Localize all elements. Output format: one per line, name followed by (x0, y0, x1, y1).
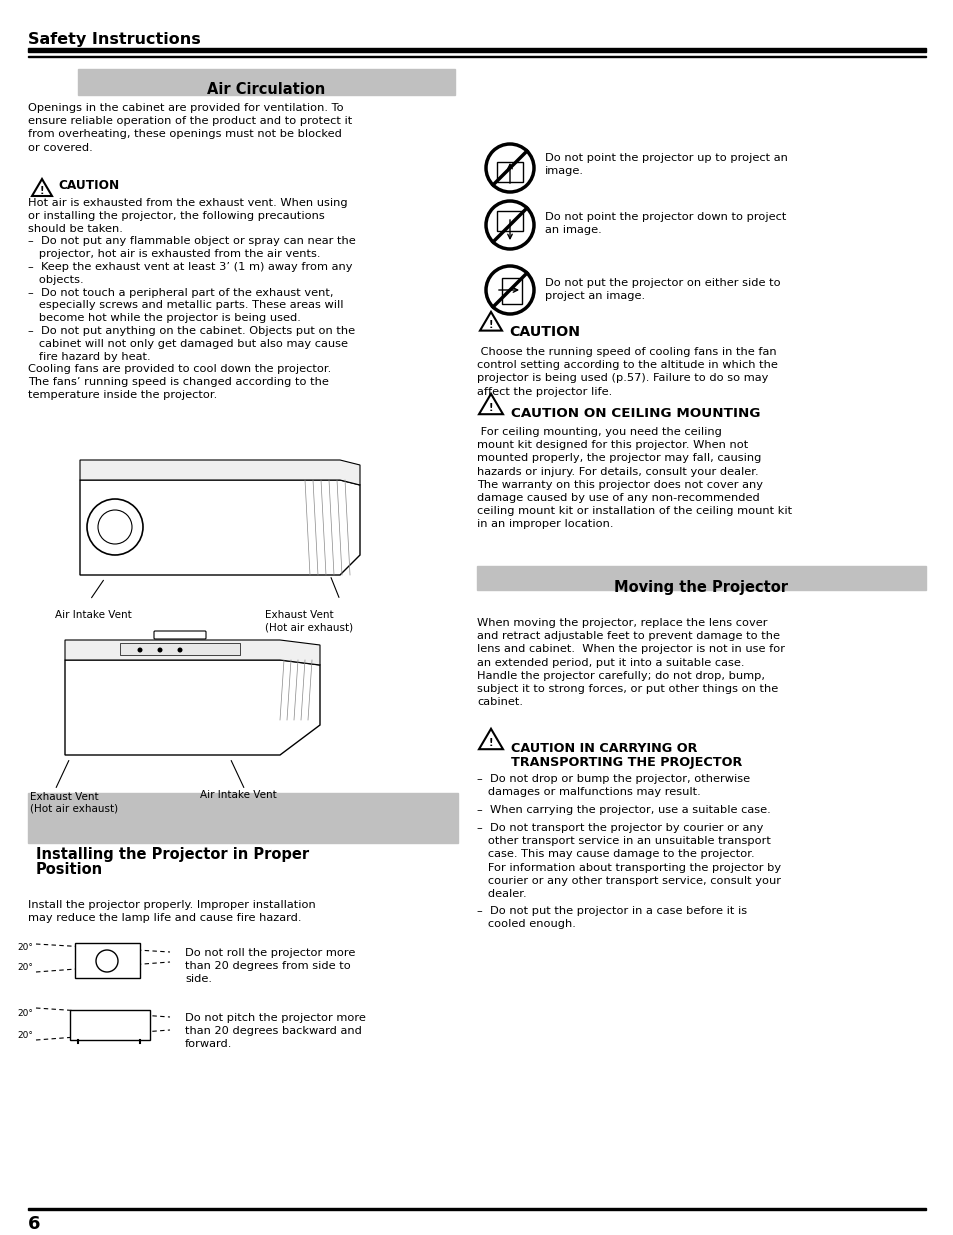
Text: Choose the running speed of cooling fans in the fan
control setting according to: Choose the running speed of cooling fans… (476, 347, 777, 396)
Text: Do not put the projector on either side to
project an image.: Do not put the projector on either side … (544, 278, 780, 301)
Bar (120, 643, 240, 655)
Text: For ceiling mounting, you need the ceiling
mount kit designed for this projector: For ceiling mounting, you need the ceili… (476, 427, 791, 530)
Text: –  When carrying the projector, use a suitable case.: – When carrying the projector, use a sui… (476, 805, 770, 815)
Text: CAUTION IN CARRYING OR: CAUTION IN CARRYING OR (511, 742, 697, 755)
Text: Do not point the projector up to project an
image.: Do not point the projector up to project… (544, 153, 787, 177)
Text: CAUTION: CAUTION (509, 325, 579, 338)
Text: When moving the projector, replace the lens cover
and retract adjustable feet to: When moving the projector, replace the l… (476, 618, 784, 708)
Text: 20°: 20° (17, 1030, 33, 1040)
FancyBboxPatch shape (153, 631, 206, 638)
Text: !: ! (488, 403, 493, 412)
Text: 20°: 20° (17, 944, 33, 952)
Text: (Hot air exhaust): (Hot air exhaust) (265, 622, 353, 632)
Text: –  Do not put the projector in a case before it is
   cooled enough.: – Do not put the projector in a case bef… (476, 906, 746, 929)
Text: Do not pitch the projector more
than 20 degrees backward and
forward.: Do not pitch the projector more than 20 … (185, 1013, 366, 1050)
Text: Exhaust Vent: Exhaust Vent (265, 610, 334, 620)
Text: Position: Position (36, 862, 103, 877)
Circle shape (98, 510, 132, 543)
Text: Exhaust Vent
(Hot air exhaust): Exhaust Vent (Hot air exhaust) (30, 792, 118, 814)
Text: 20°: 20° (17, 963, 33, 972)
Text: –  Do not drop or bump the projector, otherwise
   damages or malfunctions may r: – Do not drop or bump the projector, oth… (476, 774, 749, 798)
Text: !: ! (488, 737, 493, 747)
Circle shape (157, 647, 162, 652)
Text: TRANSPORTING THE PROJECTOR: TRANSPORTING THE PROJECTOR (511, 756, 741, 769)
Polygon shape (65, 659, 319, 755)
Polygon shape (80, 480, 359, 576)
Text: Moving the Projector: Moving the Projector (614, 580, 788, 595)
Text: Do not point the projector down to project
an image.: Do not point the projector down to proje… (544, 212, 785, 235)
Bar (501, 278, 521, 304)
Text: Installing the Projector in Proper: Installing the Projector in Proper (36, 847, 309, 862)
Circle shape (137, 647, 142, 652)
Bar (28, 793, 457, 844)
Text: Air Circulation: Air Circulation (207, 82, 325, 98)
Text: 6: 6 (28, 1215, 40, 1233)
Bar (60, 485, 390, 590)
Text: 20°: 20° (17, 1009, 33, 1018)
Bar (476, 566, 925, 590)
Text: Air Intake Vent: Air Intake Vent (200, 790, 276, 800)
Text: CAUTION: CAUTION (58, 179, 119, 191)
Bar (70, 1010, 150, 1040)
Bar (28, 1208, 925, 1210)
Text: CAUTION ON CEILING MOUNTING: CAUTION ON CEILING MOUNTING (511, 408, 760, 420)
Circle shape (177, 647, 182, 652)
Bar (78, 69, 455, 95)
Circle shape (87, 499, 143, 555)
Text: Air Intake Vent: Air Intake Vent (55, 610, 132, 620)
Bar (28, 48, 925, 52)
Text: Hot air is exhausted from the exhaust vent. When using
or installing the project: Hot air is exhausted from the exhaust ve… (28, 198, 355, 400)
Circle shape (96, 950, 118, 972)
Text: !: ! (488, 320, 493, 330)
Bar (497, 162, 522, 182)
Bar (75, 944, 140, 978)
Polygon shape (80, 459, 359, 485)
Text: Install the projector properly. Improper installation
may reduce the lamp life a: Install the projector properly. Improper… (28, 900, 315, 924)
Text: Openings in the cabinet are provided for ventilation. To
ensure reliable operati: Openings in the cabinet are provided for… (28, 103, 352, 153)
Text: Do not roll the projector more
than 20 degrees from side to
side.: Do not roll the projector more than 20 d… (185, 948, 355, 984)
Text: !: ! (40, 185, 44, 195)
Bar (497, 211, 522, 231)
Text: Safety Instructions: Safety Instructions (28, 32, 200, 47)
Text: –  Do not transport the projector by courier or any
   other transport service i: – Do not transport the projector by cour… (476, 823, 781, 899)
Bar (28, 56, 925, 57)
Polygon shape (65, 640, 319, 664)
